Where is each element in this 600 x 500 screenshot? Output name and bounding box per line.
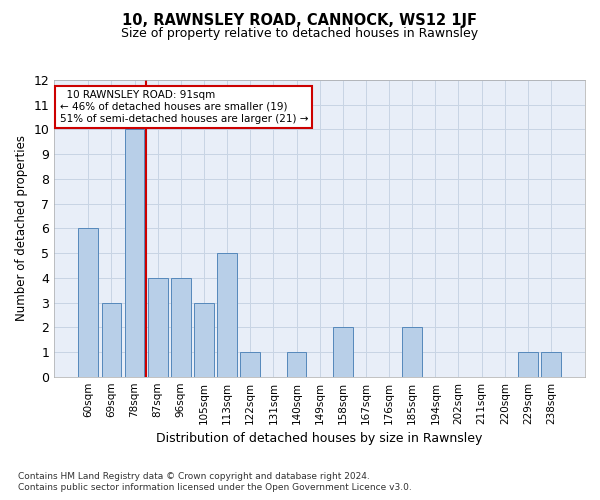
Bar bbox=[541, 352, 561, 376]
X-axis label: Distribution of detached houses by size in Rawnsley: Distribution of detached houses by size … bbox=[157, 432, 483, 445]
Bar bbox=[125, 130, 145, 376]
Bar bbox=[403, 327, 422, 376]
Bar bbox=[287, 352, 307, 376]
Bar bbox=[217, 253, 237, 376]
Bar bbox=[194, 302, 214, 376]
Bar bbox=[333, 327, 353, 376]
Y-axis label: Number of detached properties: Number of detached properties bbox=[15, 136, 28, 322]
Bar bbox=[79, 228, 98, 376]
Text: 10, RAWNSLEY ROAD, CANNOCK, WS12 1JF: 10, RAWNSLEY ROAD, CANNOCK, WS12 1JF bbox=[122, 12, 478, 28]
Bar bbox=[171, 278, 191, 376]
Bar bbox=[148, 278, 167, 376]
Text: Contains HM Land Registry data © Crown copyright and database right 2024.: Contains HM Land Registry data © Crown c… bbox=[18, 472, 370, 481]
Bar bbox=[241, 352, 260, 376]
Bar bbox=[518, 352, 538, 376]
Text: 10 RAWNSLEY ROAD: 91sqm
← 46% of detached houses are smaller (19)
51% of semi-de: 10 RAWNSLEY ROAD: 91sqm ← 46% of detache… bbox=[59, 90, 308, 124]
Text: Size of property relative to detached houses in Rawnsley: Size of property relative to detached ho… bbox=[121, 28, 479, 40]
Bar bbox=[101, 302, 121, 376]
Text: Contains public sector information licensed under the Open Government Licence v3: Contains public sector information licen… bbox=[18, 484, 412, 492]
